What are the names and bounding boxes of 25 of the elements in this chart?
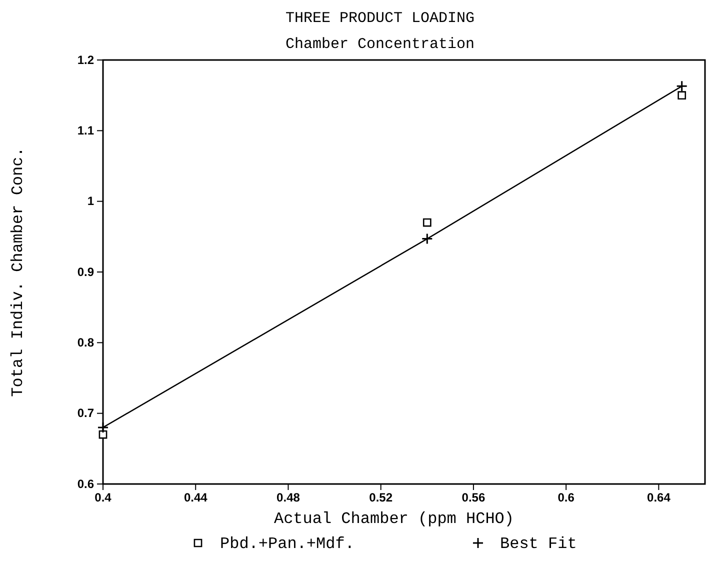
x-tick-label: 0.52 xyxy=(369,490,393,505)
legend-label: Pbd.+Pan.+Mdf. xyxy=(220,535,354,553)
point xyxy=(678,91,686,100)
x-tick-label: 0.6 xyxy=(558,490,575,505)
y-axis-title: Total Indiv. Chamber Conc. xyxy=(9,147,27,397)
point xyxy=(421,233,433,245)
x-tick-label: 0.64 xyxy=(647,490,671,505)
x-tick-label: 0.48 xyxy=(276,490,300,505)
chart-title: THREE PRODUCT LOADING xyxy=(285,10,475,27)
point xyxy=(676,80,688,92)
chart-subtitle: Chamber Concentration xyxy=(285,36,475,53)
point xyxy=(422,218,432,227)
y-tick-label: 0.9 xyxy=(77,264,94,279)
legend-label: Best Fit xyxy=(500,535,577,553)
x-tick-label: 0.44 xyxy=(184,490,208,505)
y-tick-label: 1 xyxy=(87,194,94,208)
x-tick-label: 0.4 xyxy=(94,490,112,505)
y-tick-label: 1.1 xyxy=(77,124,94,138)
y-tick-label: 0.8 xyxy=(77,336,94,350)
x-axis-title: Actual Chamber (ppm HCHO) xyxy=(274,510,514,528)
y-tick-label: 0.6 xyxy=(77,476,94,491)
x-tick-label: 0.56 xyxy=(462,490,486,505)
point xyxy=(97,422,109,434)
y-tick-label: 1.2 xyxy=(77,52,94,67)
y-tick-label: 0.7 xyxy=(77,406,94,420)
